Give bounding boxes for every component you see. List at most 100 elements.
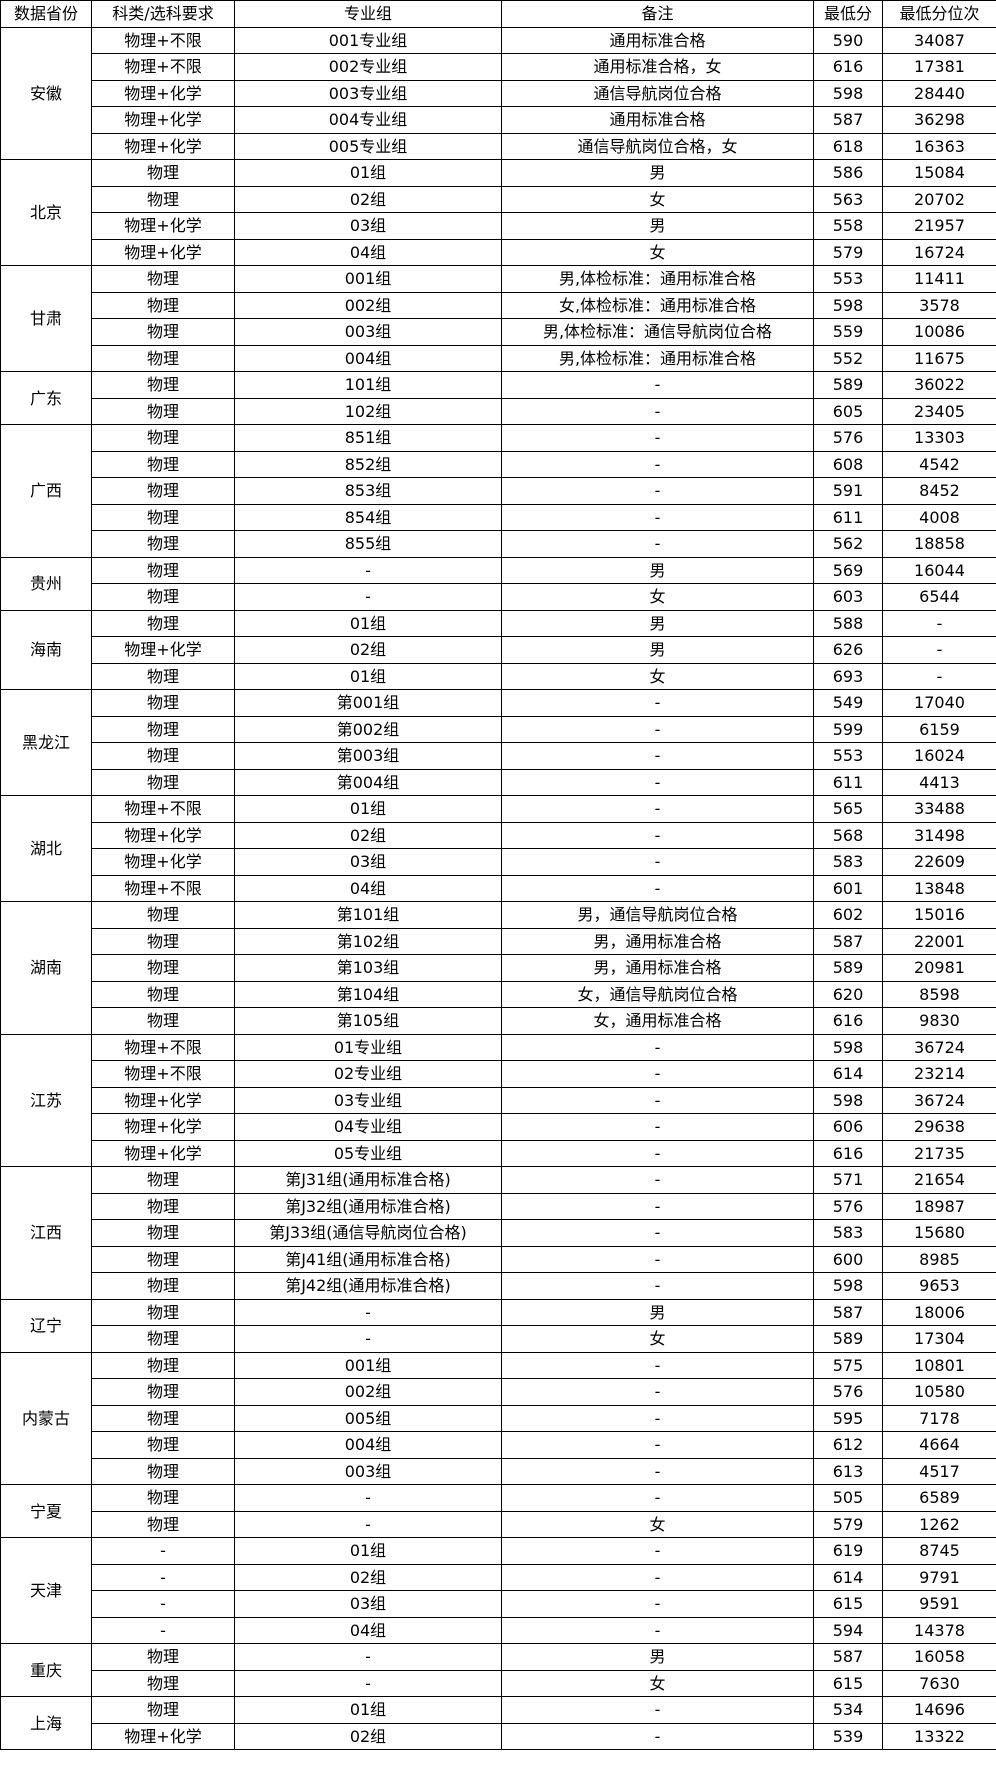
remark-cell: - [501, 1192, 814, 1220]
remark-cell: - [501, 1219, 814, 1247]
remark-cell: - [501, 848, 814, 876]
subject-cell: 物理 [91, 980, 235, 1008]
subject-cell: 物理 [91, 1166, 235, 1194]
min-score-cell: 618 [813, 132, 883, 160]
min-score-cell: 587 [813, 106, 883, 134]
major-group-cell: 001组 [234, 265, 502, 293]
table-row: 湖南 物理 第101组 男，通信导航岗位合格 602 15016 [0, 901, 996, 1035]
subject-cell: 物理 [91, 742, 235, 770]
major-group-cell: 02组 [234, 1722, 502, 1750]
remark-cell: - [501, 503, 814, 531]
min-rank-cell: 9791 [882, 1563, 996, 1591]
min-score-cell: 603 [813, 583, 883, 611]
table-row: 物理 854组 -611 4008 [1, 503, 996, 531]
remark-cell: - [501, 742, 814, 770]
subject-cell: 物理 [91, 530, 235, 558]
min-score-cell: 598 [813, 1086, 883, 1114]
header-major-group: 专业组 [234, 0, 502, 28]
remark-cell: 通信导航岗位合格 [501, 79, 814, 107]
min-score-cell: 565 [813, 795, 883, 823]
major-group-cell: 102组 [234, 397, 502, 425]
major-group-cell: 02组 [234, 821, 502, 849]
major-group-cell: 101组 [234, 371, 502, 399]
subject-cell: 物理 [91, 318, 235, 346]
major-group-cell: 04专业组 [234, 1113, 502, 1141]
table-row: 物理 002组 -576 10580 [1, 1378, 996, 1406]
table-row: -04组 -594 14378 [1, 1616, 996, 1644]
subject-cell: 物理 [91, 477, 235, 505]
remark-cell: - [501, 1086, 814, 1114]
table-row: 物理 002组 女,体检标准：通用标准合格 598 3578 [1, 291, 996, 319]
subject-cell: 物理+化学 [91, 132, 235, 160]
table-row: 物理 02组女 563 20702 [1, 185, 996, 213]
min-rank-cell: 4517 [882, 1457, 996, 1485]
remark-cell: 男,体检标准：通信导航岗位合格 [501, 318, 814, 346]
table-row: 物理 第004组 -611 4413 [1, 768, 996, 796]
subject-cell: 物理 [91, 397, 235, 425]
major-group-cell: 03组 [234, 212, 502, 240]
header-subject: 科类/选科要求 [91, 0, 235, 28]
min-score-cell: 576 [813, 1378, 883, 1406]
min-rank-cell: 17040 [882, 689, 996, 717]
subject-cell: 物理 [91, 1272, 235, 1300]
subject-cell: 物理+不限 [91, 26, 235, 54]
remark-cell: 女 [501, 238, 814, 266]
remark-cell: 女,体检标准：通用标准合格 [501, 291, 814, 319]
major-group-cell: 第J33组(通信导航岗位合格) [234, 1219, 502, 1247]
min-score-cell: 615 [813, 1590, 883, 1618]
remark-cell: - [501, 1245, 814, 1273]
table-row: 物理 - 女 603 6544 [1, 583, 996, 611]
subject-cell: 物理 [91, 768, 235, 796]
min-rank-cell: 16058 [882, 1643, 996, 1671]
min-rank-cell: 9830 [882, 1007, 996, 1035]
province-cell: 甘肃 [0, 265, 92, 372]
table-row: 广东 物理 101组 -589 36022 [0, 371, 996, 425]
subject-cell: 物理 [91, 1298, 235, 1326]
remark-cell: 男 [501, 212, 814, 240]
min-rank-cell: 14696 [882, 1696, 996, 1724]
min-score-cell: 558 [813, 212, 883, 240]
remark-cell: - [501, 1457, 814, 1485]
subject-cell: 物理 [91, 291, 235, 319]
min-score-cell: 563 [813, 185, 883, 213]
table-row: 江苏 物理+不限 01专业组 -598 36724 [0, 1033, 996, 1167]
subject-cell: 物理+不限 [91, 53, 235, 81]
min-score-cell: 614 [813, 1060, 883, 1088]
table-row: 物理 004组 男,体检标准：通用标准合格 552 11675 [1, 344, 996, 372]
min-rank-cell: - [882, 609, 996, 637]
table-row: 物理 852组 -608 4542 [1, 450, 996, 478]
major-group-cell: 005专业组 [234, 132, 502, 160]
subject-cell: 物理 [91, 185, 235, 213]
major-group-cell: 05专业组 [234, 1139, 502, 1167]
major-group-cell: 第001组 [234, 689, 502, 717]
subject-cell: 物理 [91, 1007, 235, 1035]
remark-cell: - [501, 397, 814, 425]
major-group-cell: 第101组 [234, 901, 502, 929]
major-group-cell: 002组 [234, 1378, 502, 1406]
subject-cell: 物理+化学 [91, 1722, 235, 1750]
major-group-cell: 第J31组(通用标准合格) [234, 1166, 502, 1194]
province-cell: 广西 [0, 424, 92, 558]
min-rank-cell: 4008 [882, 503, 996, 531]
province-cell: 江苏 [0, 1033, 92, 1167]
subject-cell: 物理 [91, 583, 235, 611]
major-group-cell: - [234, 1298, 502, 1326]
min-rank-cell: 9591 [882, 1590, 996, 1618]
major-group-cell: - [234, 556, 502, 584]
min-score-cell: 576 [813, 1192, 883, 1220]
major-group-cell: 003专业组 [234, 79, 502, 107]
subject-cell: 物理 [91, 1219, 235, 1247]
remark-cell: - [501, 768, 814, 796]
major-group-cell: - [234, 1669, 502, 1697]
min-score-cell: 611 [813, 503, 883, 531]
subject-cell: - [91, 1537, 235, 1565]
min-rank-cell: 17381 [882, 53, 996, 81]
major-group-cell: 第J42组(通用标准合格) [234, 1272, 502, 1300]
remark-cell: - [501, 477, 814, 505]
min-rank-cell: 36724 [882, 1086, 996, 1114]
major-group-cell: - [234, 1643, 502, 1671]
subject-cell: 物理 [91, 1431, 235, 1459]
min-rank-cell: 8745 [882, 1537, 996, 1565]
subject-cell: - [91, 1590, 235, 1618]
province-cell: 宁夏 [0, 1484, 92, 1538]
